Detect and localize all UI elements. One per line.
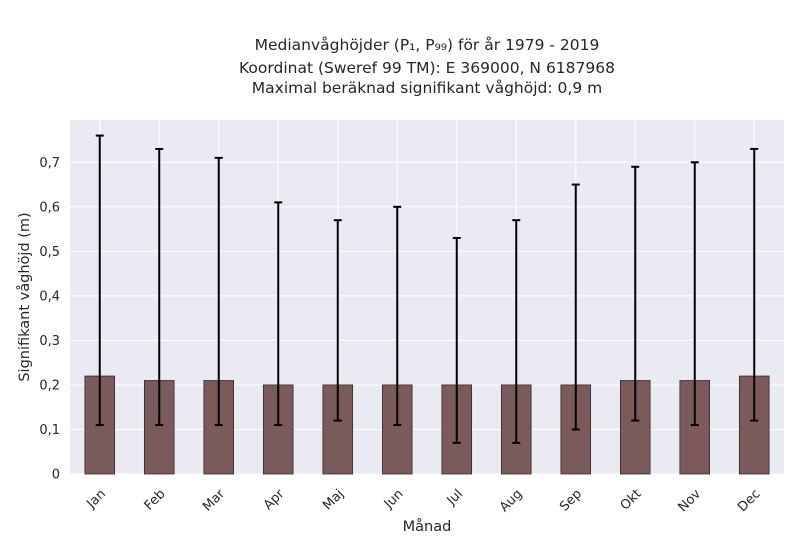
y-tick-label: 0,3 xyxy=(39,334,60,349)
x-tick-label: Jan xyxy=(84,487,109,512)
y-tick-label: 0,2 xyxy=(39,378,60,393)
x-tick-label: Maj xyxy=(320,487,347,514)
y-tick-label: 0,4 xyxy=(39,289,60,304)
x-tick-label: Jun xyxy=(381,487,407,513)
y-tick-label: 0,6 xyxy=(39,200,60,215)
x-tick-label: Feb xyxy=(142,487,169,514)
y-axis-label: Signifikant våghöjd (m) xyxy=(16,212,33,381)
x-tick-label: Okt xyxy=(618,487,645,514)
y-tick-label: 0 xyxy=(52,468,60,483)
x-tick-label: Dec xyxy=(735,487,763,515)
chart-title-line-2: Koordinat (Sweref 99 TM): E 369000, N 61… xyxy=(239,59,615,77)
chart-title-line-3: Maximal beräknad signifikant våghöjd: 0,… xyxy=(251,79,603,97)
x-tick-label: Jul xyxy=(444,487,466,509)
x-axis-label: Månad xyxy=(403,518,452,535)
x-tick-label: Mar xyxy=(200,486,228,514)
x-tick-label: Apr xyxy=(261,486,288,513)
y-tick-label: 0,7 xyxy=(39,156,60,171)
x-tick-label: Nov xyxy=(675,486,704,515)
x-tick-label: Aug xyxy=(497,487,526,516)
chart-title-line-1: Medianvåghöjder (P₁, P₉₉) för år 1979 - … xyxy=(254,36,600,54)
y-tick-label: 0,1 xyxy=(39,423,60,438)
y-tick-label: 0,5 xyxy=(39,245,60,260)
plot-area xyxy=(70,120,784,474)
x-tick-label: Sep xyxy=(557,487,585,515)
